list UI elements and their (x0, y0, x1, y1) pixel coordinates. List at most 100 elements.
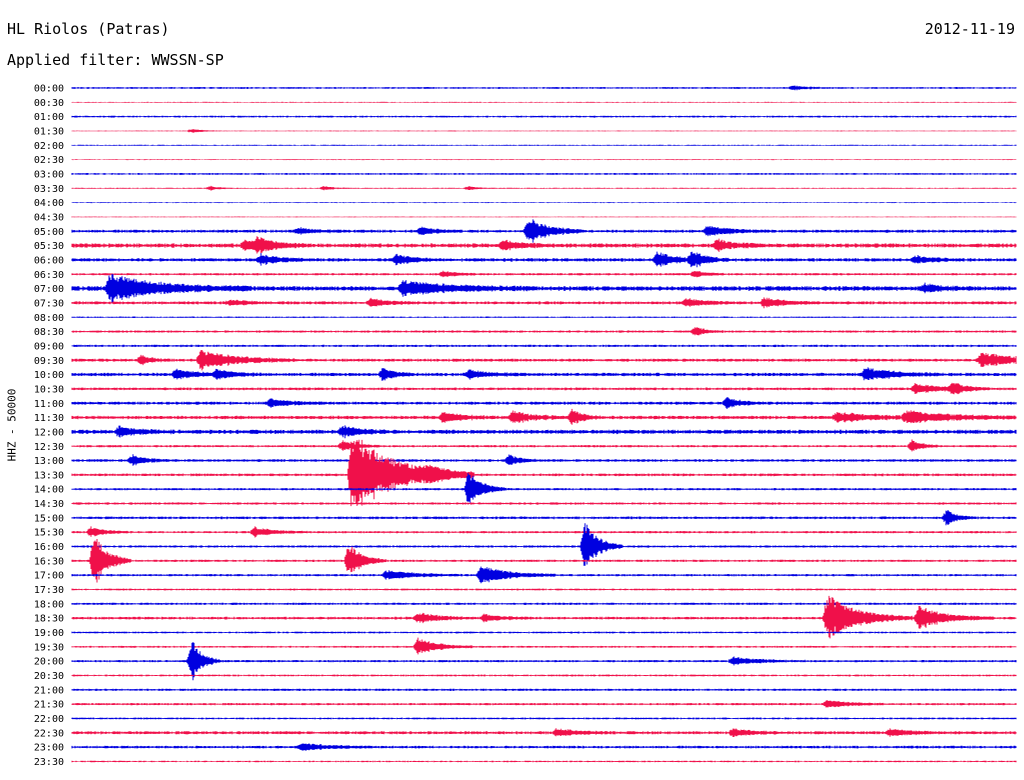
time-label: 23:00 (34, 743, 64, 754)
time-label: 10:00 (34, 370, 64, 381)
trace-0130 (71, 129, 1017, 133)
time-label: 07:30 (34, 298, 64, 309)
trace-0830 (71, 327, 1017, 336)
date-label: 2012-11-19 (924, 20, 1015, 38)
time-label: 14:00 (34, 485, 64, 496)
trace-1200 (71, 425, 1017, 439)
trace-1400 (71, 473, 1017, 503)
time-label: 07:00 (34, 284, 64, 295)
trace-0200 (71, 144, 1017, 146)
trace-0030 (71, 101, 1017, 103)
time-label: 15:00 (34, 513, 64, 524)
time-label: 11:00 (34, 399, 64, 410)
trace-0330 (71, 185, 1017, 191)
time-label: 09:30 (34, 356, 64, 367)
time-label: 10:30 (34, 384, 64, 395)
filter-label: Applied filter: WWSSN-SP (7, 51, 224, 69)
trace-0000 (71, 85, 1017, 91)
time-label: 18:30 (34, 614, 64, 625)
trace-1000 (71, 367, 1017, 381)
trace-0400 (71, 202, 1017, 204)
time-label: 16:00 (34, 542, 64, 553)
trace-0100 (71, 115, 1017, 118)
time-label: 13:30 (34, 470, 64, 481)
trace-1630 (71, 539, 1017, 583)
time-label: 06:30 (34, 270, 64, 281)
time-label: 08:00 (34, 313, 64, 324)
time-label: 12:30 (34, 442, 64, 453)
trace-1900 (71, 631, 1017, 634)
time-label: 03:30 (34, 184, 64, 195)
trace-0930 (71, 350, 1017, 371)
trace-1030 (71, 382, 1017, 395)
time-label: 08:30 (34, 327, 64, 338)
time-label: 19:30 (34, 642, 64, 653)
trace-1130 (71, 408, 1017, 425)
trace-1830 (71, 595, 1017, 639)
trace-1800 (71, 602, 1017, 606)
trace-0430 (71, 216, 1017, 218)
time-label: 01:30 (34, 126, 64, 137)
trace-0800 (71, 316, 1017, 319)
trace-1700 (71, 566, 1017, 584)
time-label: 19:00 (34, 628, 64, 639)
trace-2330 (71, 760, 1017, 763)
trace-2030 (71, 674, 1017, 677)
time-label: 04:00 (34, 198, 64, 209)
trace-1300 (71, 454, 1017, 466)
station-title: HL Riolos (Patras) (7, 20, 170, 38)
trace-2300 (71, 743, 1017, 751)
trace-1530 (71, 526, 1017, 538)
trace-0730 (71, 297, 1017, 309)
trace-2130 (71, 700, 1017, 708)
time-label: 02:00 (34, 141, 64, 152)
trace-1230 (71, 439, 1017, 452)
trace-2200 (71, 717, 1017, 720)
time-label: 11:30 (34, 413, 64, 424)
time-label: 12:00 (34, 427, 64, 438)
time-label: 02:30 (34, 155, 64, 166)
time-label: 21:00 (34, 685, 64, 696)
trace-0300 (71, 173, 1017, 175)
trace-1730 (71, 588, 1017, 591)
trace-1930 (71, 637, 1017, 655)
time-label: 16:30 (34, 556, 64, 567)
trace-2230 (71, 728, 1017, 737)
time-label: 05:30 (34, 241, 64, 252)
trace-0530 (71, 236, 1017, 254)
time-label: 14:30 (34, 499, 64, 510)
time-label: 04:30 (34, 212, 64, 223)
trace-2000 (71, 642, 1017, 681)
time-label: 22:00 (34, 714, 64, 725)
time-label: 03:00 (34, 169, 64, 180)
trace-1100 (71, 397, 1017, 409)
time-label: 00:30 (34, 98, 64, 109)
trace-1430 (71, 502, 1017, 505)
time-label: 01:00 (34, 112, 64, 123)
time-label: 23:30 (34, 757, 64, 768)
time-label: 18:00 (34, 599, 64, 610)
time-label: 21:30 (34, 700, 64, 711)
trace-0700 (71, 274, 1017, 303)
time-label: 17:00 (34, 571, 64, 582)
time-label: 13:00 (34, 456, 64, 467)
time-label: 06:00 (34, 255, 64, 266)
trace-1330 (71, 439, 1017, 507)
trace-0600 (71, 251, 1017, 268)
trace-2100 (71, 688, 1017, 691)
time-label: 17:30 (34, 585, 64, 596)
time-label: 22:30 (34, 728, 64, 739)
time-label: 09:00 (34, 341, 64, 352)
trace-0500 (71, 219, 1017, 243)
time-label: 15:30 (34, 528, 64, 539)
trace-0900 (71, 344, 1017, 348)
time-label: 20:30 (34, 671, 64, 682)
trace-1500 (71, 510, 1017, 526)
trace-1600 (71, 523, 1017, 566)
trace-0230 (71, 159, 1017, 161)
time-label: 20:00 (34, 657, 64, 668)
time-label: 00:00 (34, 84, 64, 95)
time-label: 05:00 (34, 227, 64, 238)
trace-0630 (71, 270, 1017, 278)
